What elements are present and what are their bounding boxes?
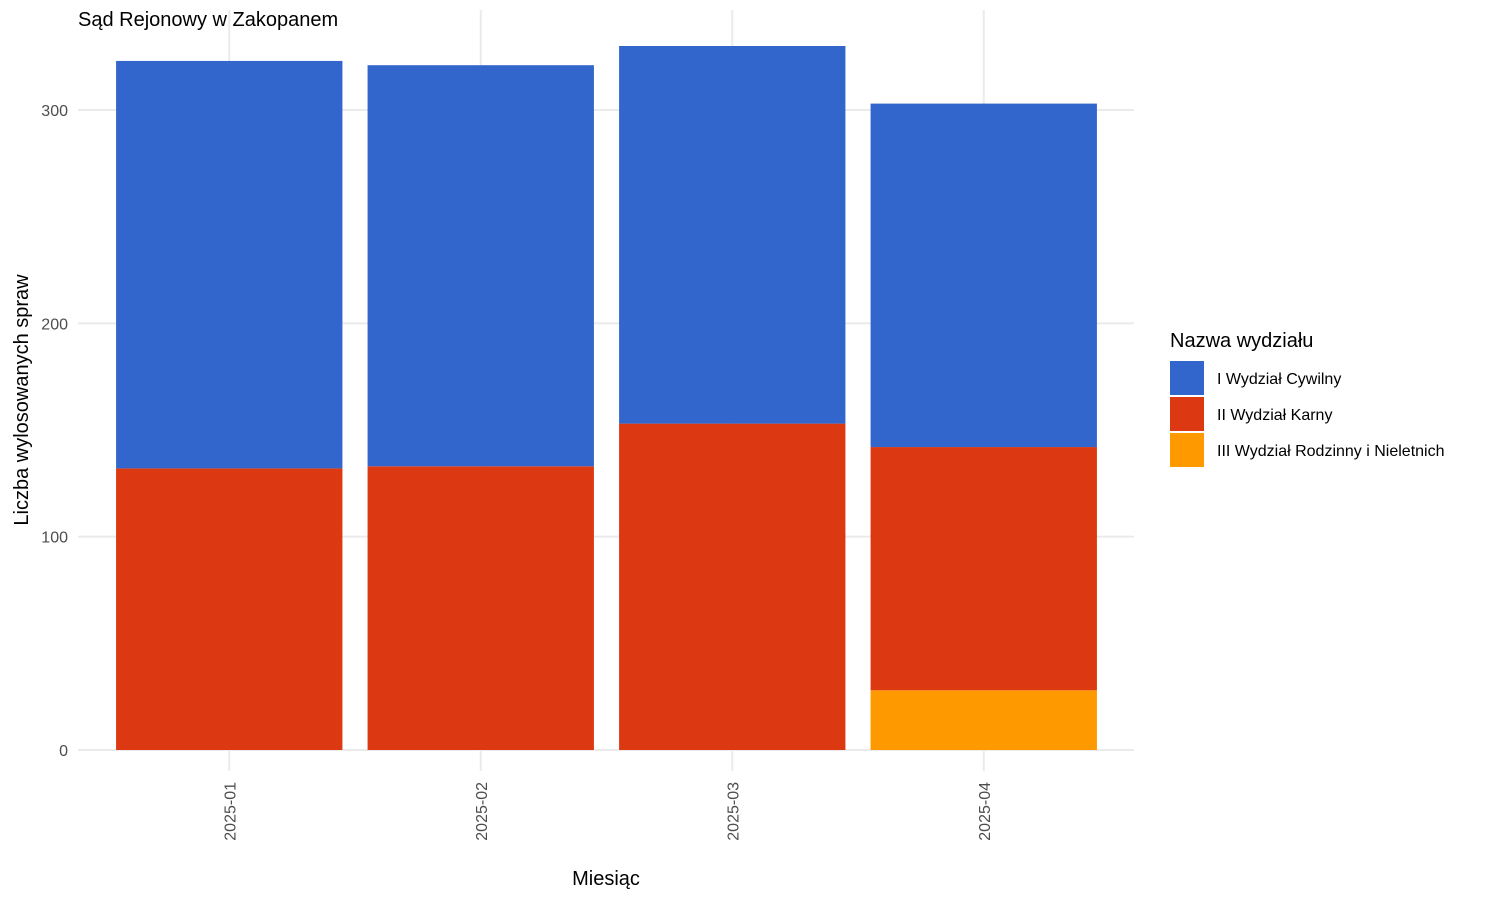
x-tick-label: 2025-01: [222, 782, 239, 841]
bar-segment: [367, 65, 594, 467]
legend-key: [1170, 361, 1204, 395]
bars: [116, 46, 1097, 750]
y-tick-label: 300: [41, 103, 68, 120]
legend: Nazwa wydziału I Wydział Cywilny II Wydzi…: [1170, 330, 1445, 467]
bar-segment: [619, 46, 846, 424]
legend-key: [1170, 433, 1204, 467]
bar-segment: [870, 690, 1097, 750]
legend-label: III Wydział Rodzinny i Nieletnich: [1217, 443, 1445, 460]
y-axis-ticks: 0 100 200 300: [41, 103, 68, 760]
legend-title: Nazwa wydziału: [1170, 330, 1313, 352]
y-tick-label: 100: [41, 530, 68, 547]
x-tick-label: 2025-02: [474, 782, 491, 841]
legend-label: I Wydział Cywilny: [1217, 371, 1341, 388]
x-tick-label: 2025-04: [977, 782, 994, 841]
bar-segment: [870, 447, 1097, 691]
bar-segment: [116, 60, 343, 469]
x-axis-ticks: 2025-01 2025-02 2025-03 2025-04: [222, 782, 994, 841]
legend-items: I Wydział Cywilny II Wydział Karny III Wyd…: [1170, 361, 1445, 467]
legend-label: II Wydział Karny: [1217, 407, 1332, 424]
y-axis-title: Liczba wylosowanych spraw: [11, 274, 33, 526]
y-tick-label: 200: [41, 316, 68, 333]
bar-segment: [116, 468, 343, 750]
bar-segment: [870, 103, 1097, 448]
bar-segment: [367, 466, 594, 750]
x-axis-title: Miesiąc: [572, 868, 640, 890]
y-tick-label: 0: [59, 743, 68, 760]
legend-key: [1170, 397, 1204, 431]
x-tick-label: 2025-03: [725, 782, 742, 841]
bar-segment: [619, 423, 846, 750]
chart-title: Sąd Rejonowy w Zakopanem: [78, 9, 338, 31]
